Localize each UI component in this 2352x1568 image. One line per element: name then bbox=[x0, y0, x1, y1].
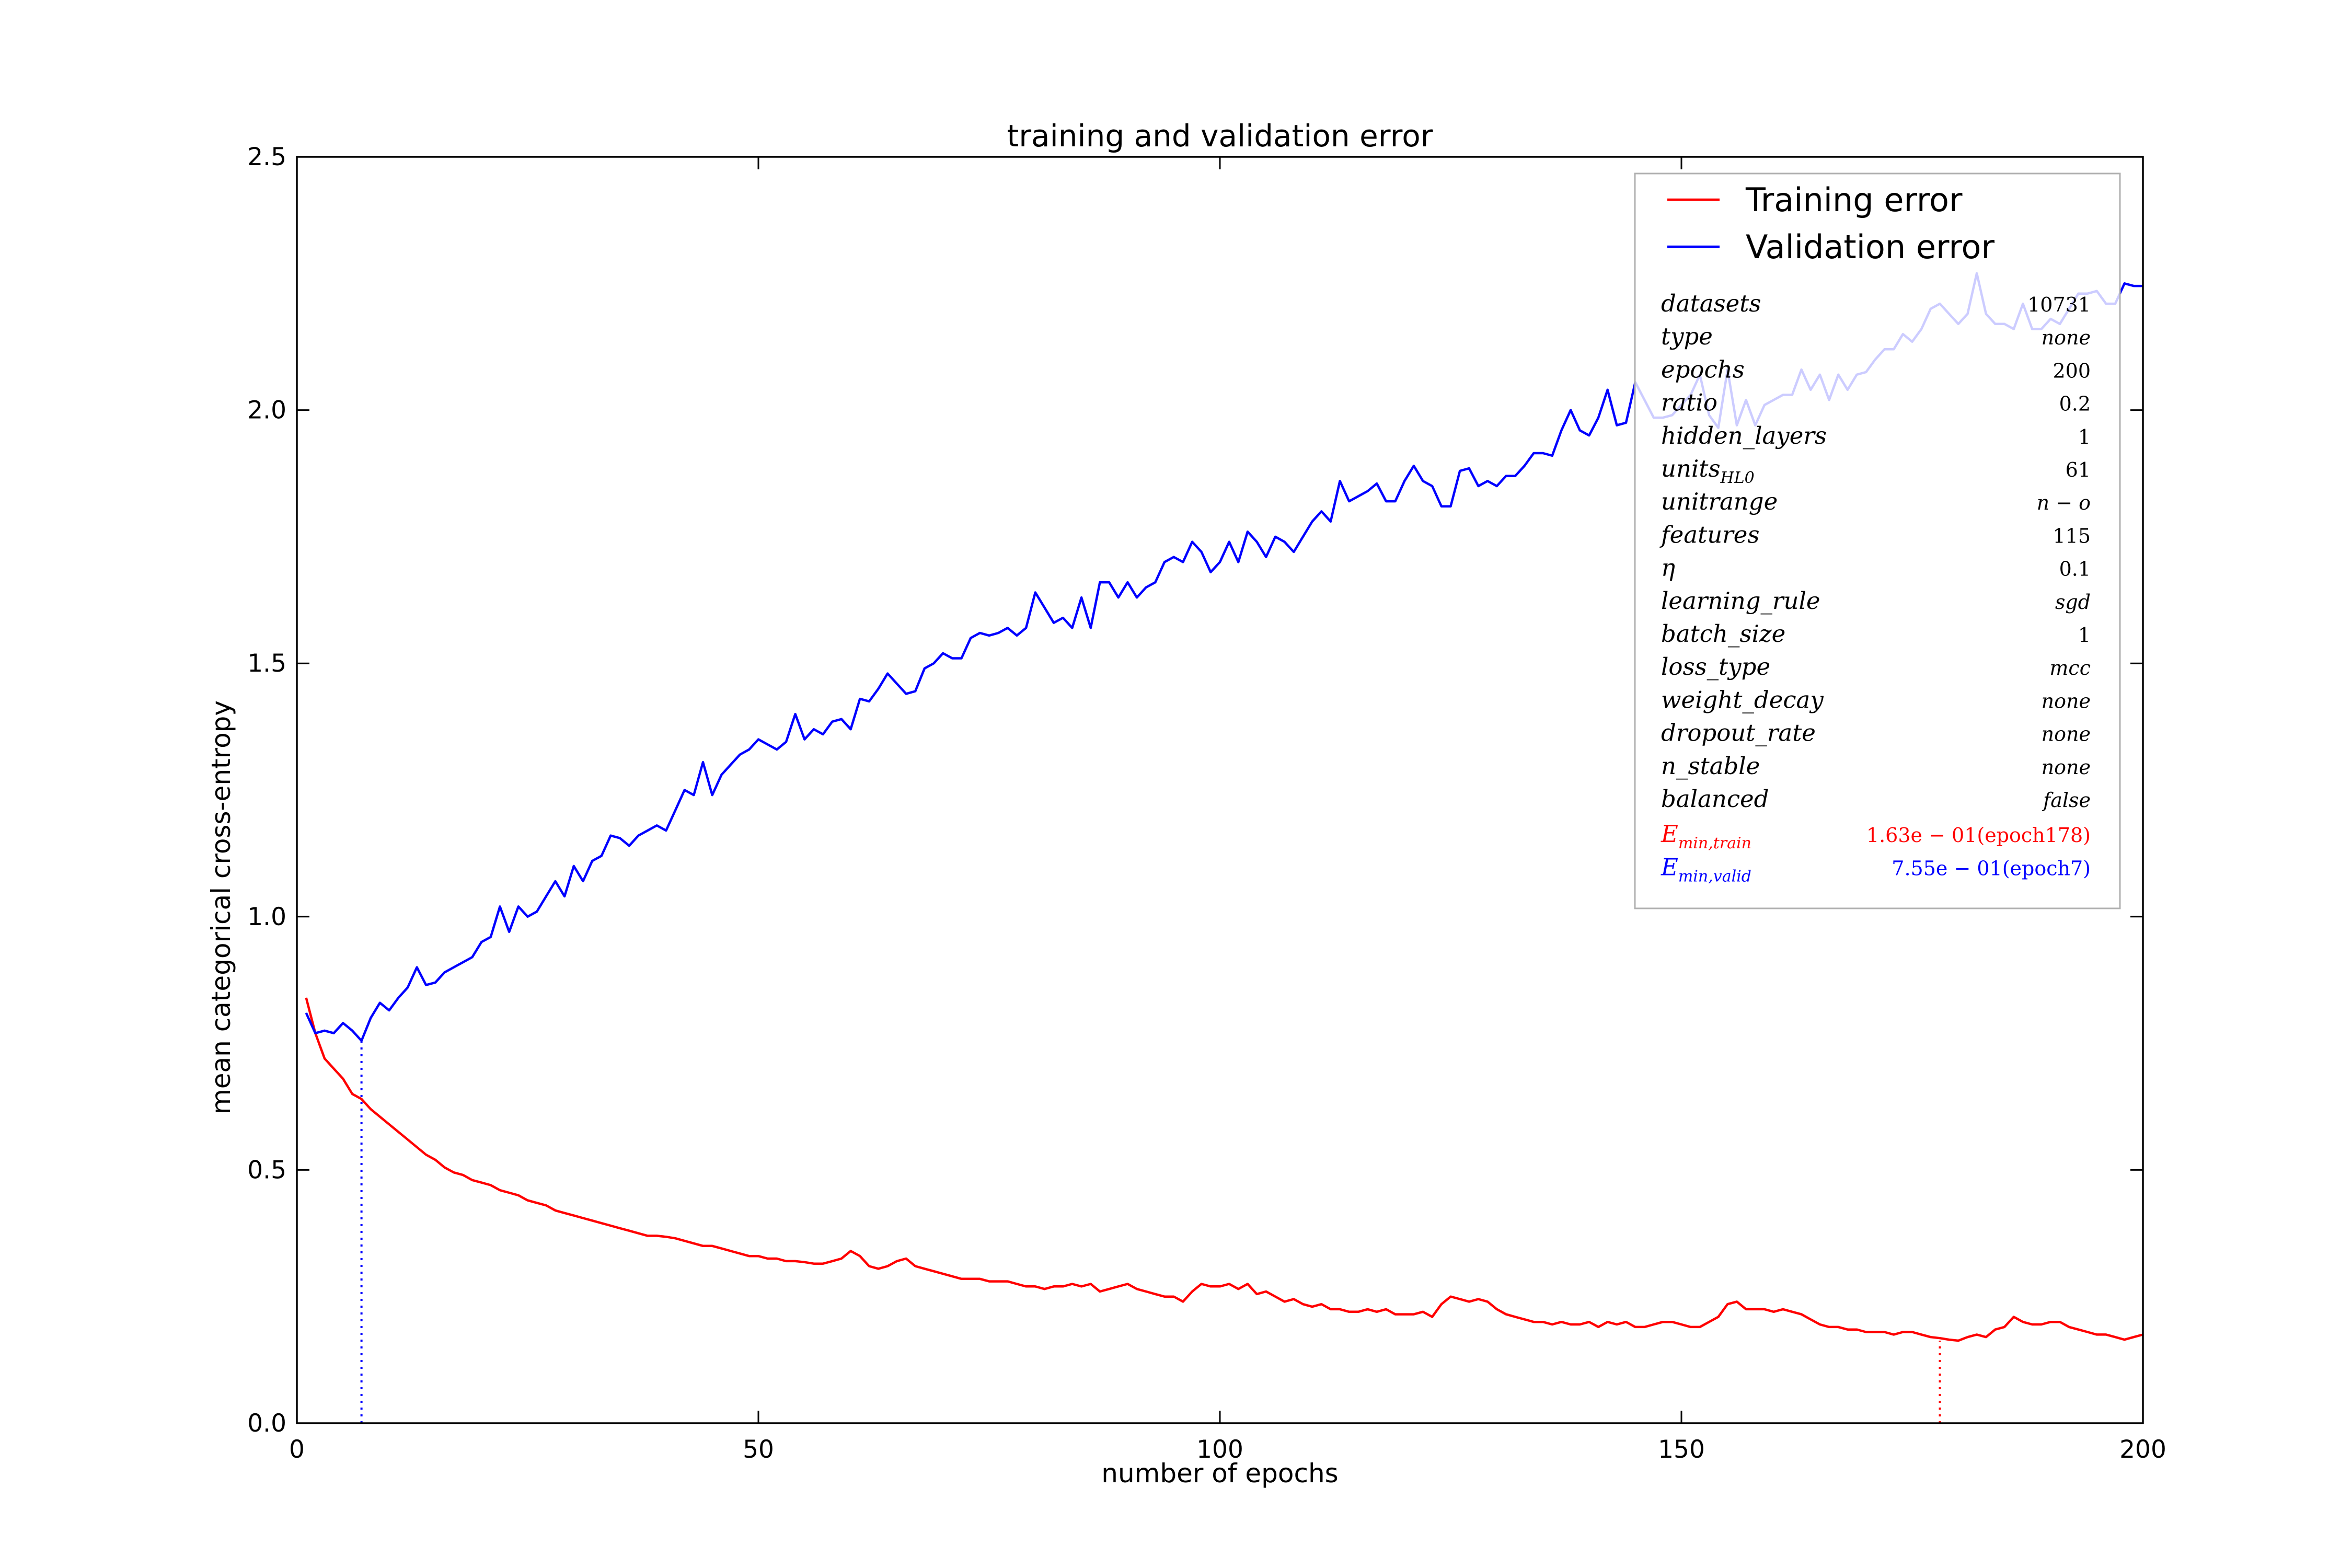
x-tick-label: 100 bbox=[1196, 1435, 1243, 1464]
param-key-text: hidden_layers bbox=[1661, 422, 1827, 449]
min-train-key-text: E bbox=[1661, 820, 1678, 848]
param-value: false bbox=[2042, 789, 2091, 812]
param-key-subscript: HL0 bbox=[1720, 469, 1755, 487]
x-tick-label: 150 bbox=[1658, 1435, 1705, 1464]
param-key: type bbox=[1661, 322, 1713, 350]
min-train-value: 1.63e − 01(epoch178) bbox=[1866, 824, 2091, 847]
param-value: 1 bbox=[2078, 624, 2091, 647]
param-value: 200 bbox=[2053, 359, 2091, 382]
param-key: weight_decay bbox=[1661, 686, 1824, 713]
param-key-text: dropout_rate bbox=[1661, 719, 1816, 747]
param-value: 0.2 bbox=[2059, 393, 2091, 416]
param-key: batch_size bbox=[1661, 620, 1785, 648]
param-value: none bbox=[2042, 326, 2091, 349]
param-key-text: ratio bbox=[1661, 389, 1717, 417]
y-axis-label: mean categorical cross-entropy bbox=[206, 700, 236, 1114]
param-value: n − o bbox=[2037, 491, 2091, 514]
param-key-text: balanced bbox=[1661, 785, 1769, 813]
series-line-training-error bbox=[305, 997, 2143, 1342]
plot-frame bbox=[296, 156, 2144, 1424]
param-key-text: batch_size bbox=[1661, 620, 1785, 648]
legend-box bbox=[1634, 172, 2121, 909]
param-key: epochs bbox=[1661, 355, 1745, 383]
legend-entry-label: Validation error bbox=[1746, 228, 1994, 266]
param-key-text: epochs bbox=[1661, 355, 1745, 383]
param-key-text: n_stable bbox=[1661, 752, 1760, 780]
param-key: hidden_layers bbox=[1661, 422, 1827, 449]
param-key: loss_type bbox=[1661, 653, 1770, 681]
param-key-text: unitrange bbox=[1661, 488, 1778, 515]
param-key: features bbox=[1659, 521, 1759, 548]
param-key-text: datasets bbox=[1661, 290, 1761, 317]
param-value: mcc bbox=[2049, 656, 2091, 679]
param-key-text: learning_rule bbox=[1661, 587, 1820, 615]
param-value: 0.1 bbox=[2059, 558, 2091, 581]
y-tick-label: 0.5 bbox=[247, 1156, 286, 1184]
param-value: 61 bbox=[2066, 458, 2091, 481]
x-tick-label: 200 bbox=[2119, 1435, 2166, 1464]
param-value: none bbox=[2042, 689, 2091, 712]
param-key-text: units bbox=[1661, 455, 1721, 482]
param-key-text: loss_type bbox=[1661, 653, 1770, 681]
param-key: unitrange bbox=[1661, 488, 1778, 515]
min-train-key: Emin,train bbox=[1661, 820, 1751, 852]
min-train-key-subscript: min,train bbox=[1678, 834, 1751, 852]
param-key: unitsHL0 bbox=[1661, 455, 1755, 487]
param-value: sgd bbox=[2055, 591, 2091, 614]
param-value: none bbox=[2042, 756, 2091, 779]
min-valid-value: 7.55e − 01(epoch7) bbox=[1892, 857, 2091, 880]
chart-title: training and validation error bbox=[1007, 118, 1433, 154]
y-tick-label: 1.0 bbox=[247, 903, 286, 931]
param-key-text: weight_decay bbox=[1661, 686, 1824, 713]
param-key-text: η bbox=[1661, 554, 1675, 582]
y-tick-label: 0.0 bbox=[247, 1409, 286, 1438]
param-key: η bbox=[1661, 554, 1675, 582]
param-value: none bbox=[2042, 723, 2091, 746]
param-key: learning_rule bbox=[1661, 587, 1820, 615]
param-value: 1 bbox=[2078, 425, 2091, 448]
param-value: 115 bbox=[2053, 524, 2091, 547]
param-key: datasets bbox=[1661, 290, 1761, 317]
min-valid-key: Emin,valid bbox=[1661, 853, 1751, 885]
x-tick-label: 50 bbox=[743, 1435, 774, 1464]
y-tick-label: 1.5 bbox=[247, 649, 286, 678]
param-key: n_stable bbox=[1661, 752, 1760, 780]
x-axis-label: number of epochs bbox=[1101, 1458, 1338, 1489]
min-valid-key-text: E bbox=[1661, 853, 1678, 881]
legend-entry-label: Training error bbox=[1745, 181, 1963, 219]
param-value: 10731 bbox=[2027, 293, 2091, 316]
param-key: balanced bbox=[1661, 785, 1769, 813]
param-key: dropout_rate bbox=[1661, 719, 1816, 747]
param-key-text: features bbox=[1659, 521, 1759, 548]
x-tick-label: 0 bbox=[289, 1435, 305, 1464]
min-valid-key-subscript: min,valid bbox=[1678, 867, 1751, 885]
y-tick-label: 2.0 bbox=[247, 396, 286, 425]
axis-ticks: 0 50 100 150 200 0.0 0.5 1.0 1.5 2.0 2.5 bbox=[247, 143, 2166, 1464]
y-tick-label: 2.5 bbox=[247, 143, 286, 171]
param-key: ratio bbox=[1661, 389, 1717, 417]
param-key-text: type bbox=[1661, 322, 1713, 350]
